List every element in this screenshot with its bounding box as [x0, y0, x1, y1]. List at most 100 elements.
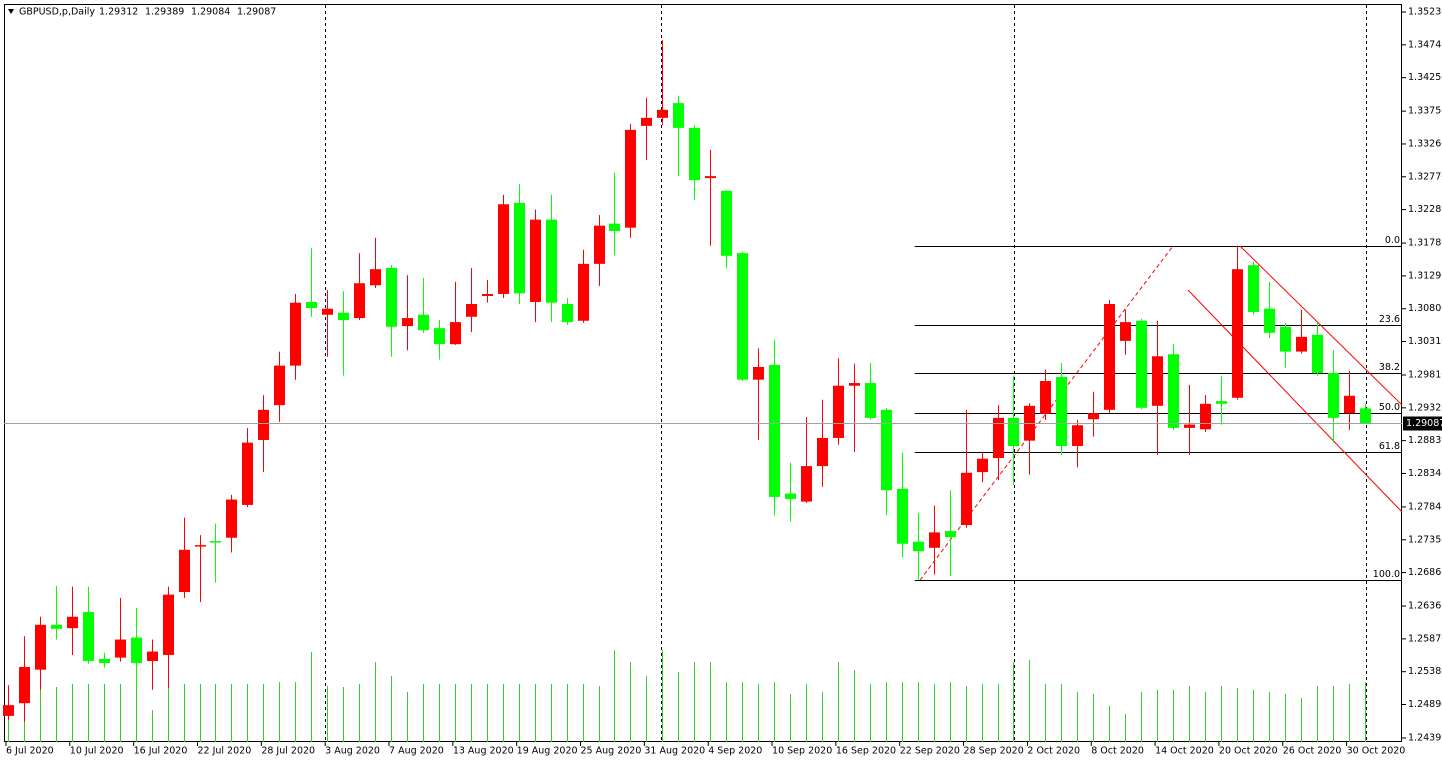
candle-body: [386, 267, 397, 327]
fibo-label: 100.0: [1373, 569, 1400, 580]
candle-body: [1168, 354, 1179, 428]
x-tick-label: 8 Oct 2020: [1091, 746, 1144, 757]
candle-body: [450, 322, 461, 345]
fibo-label: 0.0: [1385, 235, 1400, 246]
fibo-label: 61.8: [1379, 441, 1400, 452]
x-tick-label: 14 Oct 2020: [1155, 746, 1214, 757]
y-tick-label: 1.33260: [1408, 138, 1442, 149]
candle-body: [354, 283, 365, 319]
candle-body: [737, 253, 748, 380]
candle-body: [466, 304, 477, 317]
y-tick-label: 1.33750: [1408, 106, 1442, 117]
menu-arrow[interactable]: [8, 9, 14, 14]
volume-layer: [8, 650, 1366, 742]
y-tick-label: 1.26360: [1408, 601, 1442, 612]
y-tick-label: 1.29810: [1408, 370, 1442, 381]
y-tick-label: 1.34250: [1408, 72, 1442, 83]
y-tick-label: 1.31780: [1408, 238, 1442, 249]
candle-body: [290, 302, 301, 366]
x-tick-label: 20 Oct 2020: [1219, 746, 1278, 757]
candle-body: [99, 658, 110, 663]
candle-body: [1328, 373, 1339, 418]
candle-body: [1136, 320, 1147, 408]
x-tick-label: 22 Jul 2020: [197, 746, 251, 757]
y-tick-label: 1.32770: [1408, 171, 1442, 182]
candle-body: [530, 219, 541, 303]
candle-body: [306, 302, 317, 309]
candle-body: [131, 637, 142, 663]
candle-body: [689, 127, 700, 181]
candle-body: [865, 383, 876, 418]
y-tick-label: 1.28830: [1408, 435, 1442, 446]
candle-body: [801, 466, 812, 502]
candle-body: [179, 549, 190, 592]
x-tick-label: 28 Sep 2020: [964, 746, 1024, 757]
bid-label: 1.29087: [1406, 418, 1442, 429]
x-tick-label: 10 Jul 2020: [70, 746, 124, 757]
candle-body: [1216, 401, 1227, 404]
x-tick-label: 6 Jul 2020: [6, 746, 54, 757]
candle-body: [1344, 395, 1355, 414]
candle-body: [913, 541, 924, 552]
x-tick-label: 4 Sep 2020: [708, 746, 762, 757]
y-tick-label: 1.24390: [1408, 732, 1442, 743]
candle-body: [274, 365, 285, 406]
x-tick-label: 30 Oct 2020: [1347, 746, 1406, 757]
candle-body: [1312, 334, 1323, 373]
candle-body: [402, 318, 413, 327]
y-tick-label: 1.32280: [1408, 204, 1442, 215]
y-tick-label: 1.31290: [1408, 270, 1442, 281]
candle-body: [657, 109, 668, 118]
candle-body: [322, 308, 333, 315]
x-tick-label: 22 Sep 2020: [900, 746, 960, 757]
candle-body: [881, 409, 892, 491]
x-tick-label: 16 Sep 2020: [836, 746, 896, 757]
x-tick-label: 3 Aug 2020: [325, 746, 380, 757]
candle-body: [242, 442, 253, 505]
x-tick-label: 16 Jul 2020: [134, 746, 188, 757]
candle-body: [1232, 269, 1243, 398]
candle-body: [83, 612, 94, 661]
candle-body: [51, 624, 62, 629]
y-tick-label: 1.27350: [1408, 534, 1442, 545]
trendline: [1187, 289, 1403, 513]
candle-body: [1264, 308, 1275, 333]
candle-body: [195, 545, 206, 547]
x-tick-label: 26 Oct 2020: [1283, 746, 1342, 757]
candle-body: [258, 409, 269, 440]
x-tick-label: 19 Aug 2020: [517, 746, 578, 757]
candle-body: [1184, 424, 1195, 428]
candle-body: [929, 532, 940, 548]
candle-body: [115, 639, 126, 658]
candle-body: [147, 651, 158, 661]
candle-body: [673, 103, 684, 128]
x-tick-label: 31 Aug 2020: [644, 746, 705, 757]
y-tick-label: 1.25380: [1408, 666, 1442, 677]
x-tick-label: 10 Sep 2020: [772, 746, 832, 757]
candle-body: [434, 328, 445, 345]
candle-body: [609, 223, 620, 232]
trendline: [1239, 245, 1403, 406]
candle-body: [1360, 408, 1371, 424]
candle-body: [546, 219, 557, 303]
candle-body: [418, 314, 429, 331]
candle-body: [1296, 336, 1307, 352]
y-tick-label: 1.24890: [1408, 699, 1442, 710]
candle-body: [1280, 326, 1291, 352]
candle-body: [578, 263, 589, 321]
candle-body: [977, 458, 988, 473]
candle-body: [785, 493, 796, 499]
candle-body: [226, 499, 237, 538]
x-tick-label: 28 Jul 2020: [261, 746, 315, 757]
candle-body: [705, 176, 716, 179]
candle-body: [562, 304, 573, 323]
candle-body: [482, 293, 493, 296]
y-tick-label: 1.28340: [1408, 468, 1442, 479]
x-tick-label: 25 Aug 2020: [581, 746, 642, 757]
candle-body: [1152, 356, 1163, 406]
candles-layer: [3, 40, 1371, 722]
candle-body: [3, 705, 14, 716]
fibo-label: 50.0: [1379, 402, 1400, 413]
